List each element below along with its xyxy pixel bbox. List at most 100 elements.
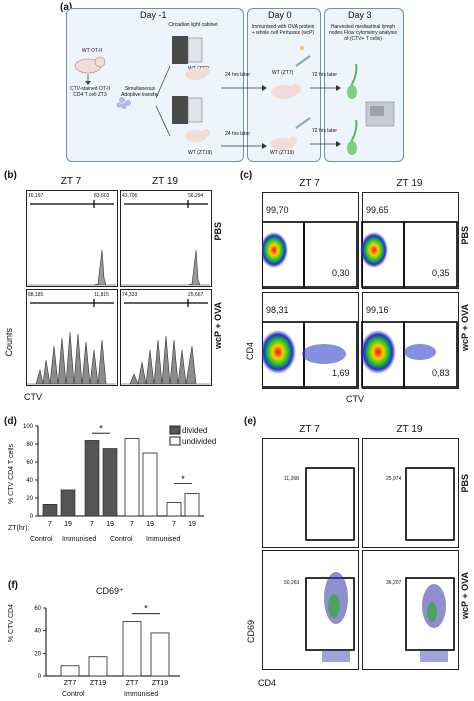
immunised-label: Immunised with OVA protein + whole cell …	[251, 24, 315, 36]
panel-e-ylabel: CD69	[246, 620, 256, 644]
bar-undivided	[124, 438, 140, 517]
cd69-zt19-pbs	[362, 438, 459, 548]
panel-c-zt19-header: ZT 19	[396, 178, 423, 189]
panel-b-xlabel: CTV	[24, 392, 42, 402]
cytometer-icon	[365, 101, 395, 127]
x-tick-label: 7	[48, 521, 52, 528]
panel-e-dotplots	[305, 467, 455, 662]
x-tick-label: 19	[188, 521, 196, 528]
day-minus1-label: Day -1	[140, 10, 167, 20]
cd69-2-value: 25,974	[386, 476, 402, 482]
panel-c-pbs-label: PBS	[460, 226, 470, 245]
y-tick-label: 40	[34, 629, 41, 635]
panel-f-ylabel: % CTV CD4	[8, 604, 15, 643]
panel-c-xlabel: CTV	[346, 394, 364, 404]
bar-cd69	[60, 665, 80, 677]
panel-e-zt7-header: ZT 7	[299, 424, 320, 435]
dot2-right-value: 0,35	[432, 268, 450, 278]
bar-undivided	[142, 452, 158, 517]
x-tick-label: 7	[172, 521, 176, 528]
panel-e-zt19-header: ZT 19	[396, 424, 423, 435]
bar-divided	[84, 440, 100, 517]
wt-zt7-b-label: WT (ZT7)	[272, 70, 294, 76]
ctv-cells-label: CTV-stained OT-II CD4 T cell ZT3	[70, 86, 111, 98]
hist3-right-value: 11,815	[94, 292, 109, 298]
f-group2: Immunised	[124, 691, 159, 698]
hist2-right-value: 56,294	[188, 193, 204, 199]
panel-c-zt7-header: ZT 7	[299, 178, 320, 189]
bar-divided	[42, 504, 58, 517]
x-tick-label: ZT19	[152, 680, 168, 687]
bar-cd69	[88, 656, 108, 677]
bar-undivided	[166, 502, 182, 517]
panel-e-xlabel: CD4	[258, 678, 277, 688]
mouse-day0-zt7-icon	[271, 84, 301, 99]
cd69-zt7-pbs	[262, 438, 359, 548]
hist1-right-value: 83,603	[94, 193, 110, 199]
zt-hr-label: ZT(hr):	[8, 525, 30, 532]
legend-undivided-swatch	[169, 436, 181, 446]
bar-divided	[102, 448, 118, 517]
x-tick-label: 19	[146, 521, 154, 528]
dot4-left-value: 99,16	[366, 305, 389, 315]
y-tick-label: 0	[30, 514, 34, 520]
legend-undivided-label: undivided	[182, 437, 217, 446]
panel-f-title: CD69⁺	[96, 586, 124, 596]
hist1-left-value: 16,197	[28, 193, 44, 199]
panel-a-illustration	[74, 36, 395, 155]
x-tick-label: ZT7	[126, 680, 139, 687]
y-tick-label: 60	[26, 460, 33, 466]
wt-zt19-b-label: WT (ZT19)	[270, 150, 295, 156]
mouse-icon	[74, 56, 106, 74]
wt-ot2-label: WT OT-II	[81, 48, 103, 54]
cd69-3-value: 50,263	[284, 580, 300, 586]
y-tick-label: 40	[26, 478, 33, 484]
legend-divided-swatch	[169, 425, 181, 435]
panel-b-zt19-header: ZT 19	[152, 176, 178, 187]
panel-c-ylabel: CD4	[245, 342, 255, 361]
bar-divided	[60, 489, 76, 517]
sig-star: *	[144, 603, 148, 613]
sig-star-undivided: *	[181, 474, 185, 484]
y-tick-label: 60	[34, 606, 41, 612]
panel-b-ylabel: Counts	[4, 328, 14, 357]
lymph-node-icon-bottom	[347, 119, 358, 155]
hist3-left-value: 88,185	[28, 292, 44, 298]
y-tick-label: 0	[38, 674, 42, 680]
panel-b-zt7-header: ZT 7	[60, 176, 82, 187]
bar-cd69	[150, 632, 170, 677]
d-group3: Control	[110, 536, 133, 543]
cells-icon	[116, 97, 131, 109]
day3-label: Day 3	[348, 10, 372, 20]
panel-d-letter: (d)	[4, 416, 17, 427]
mouse-zt7-icon	[185, 67, 210, 80]
panel-b-pbs-label: PBS	[213, 222, 223, 241]
simultaneous-label: Simultaneous Adoptive transfer	[121, 86, 159, 98]
bar-cd69	[122, 621, 142, 677]
cabinet-icon-bottom	[172, 96, 203, 124]
later24b-label: 24 hrs later	[225, 131, 251, 137]
panel-b-histograms	[26, 200, 210, 386]
panel-e-wcp-label: wcP + OVA	[460, 572, 470, 619]
panel-b-letter: (b)	[4, 170, 17, 181]
d-group1: Control	[30, 536, 53, 543]
hist4-right-value: 25,667	[188, 292, 204, 298]
panel-e-letter: (e)	[244, 416, 257, 427]
panel-c-letter: (c)	[240, 170, 253, 181]
cd69-1-value: 11,268	[284, 476, 299, 482]
panel-b-wcp-label: wcP + OVA	[213, 302, 223, 349]
panel-a-letter: (a)	[60, 2, 73, 13]
panel-f-chart: 0 20 40 60 ZT7 ZT19 ZT7 ZT19 *	[34, 603, 180, 687]
cd69-4-value: 36,207	[386, 580, 402, 586]
panel-d-chart: 0 20 40 60 80 100 7 19 7 19 7 19 7 19 * *	[23, 423, 204, 528]
dot3-right-value: 1,69	[332, 368, 350, 378]
wt-zt19-label: WT (ZT19)	[188, 150, 213, 156]
y-tick-label: 20	[34, 651, 41, 657]
harvested-label: Harvested mediastinal lymph nodes Flow c…	[328, 24, 398, 42]
sig-star-divided: *	[99, 423, 103, 433]
x-tick-label: 7	[90, 521, 94, 528]
dot3-left-value: 98,31	[266, 305, 289, 315]
day0-label: Day 0	[268, 10, 292, 20]
mouse-day0-zt19-icon	[270, 137, 297, 150]
lymph-node-icon-top	[347, 63, 358, 99]
